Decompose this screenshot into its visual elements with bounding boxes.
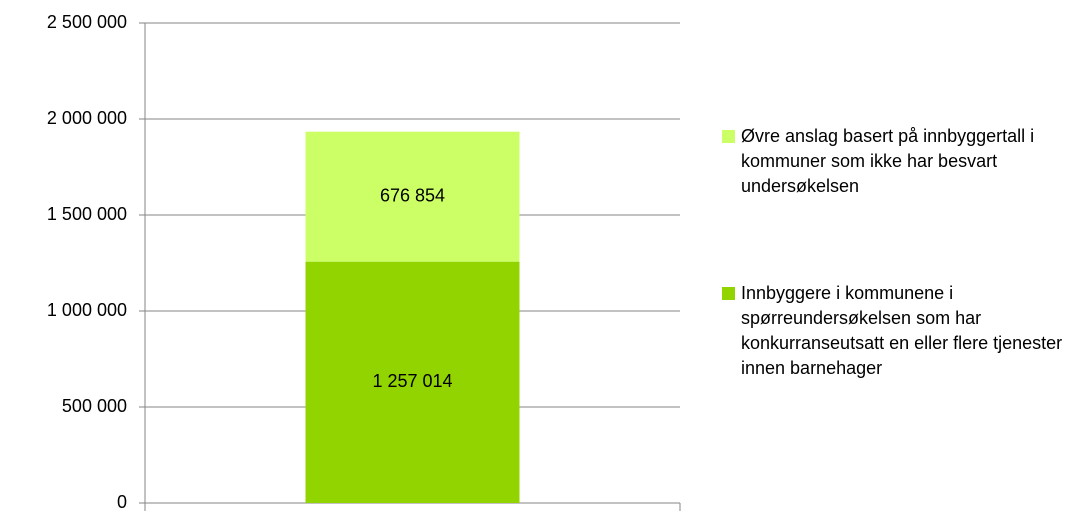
y-tick-label: 2 000 000: [47, 108, 127, 128]
legend-item: Øvre anslag basert på innbyggertall i ko…: [722, 124, 1067, 199]
y-tick-label: 2 500 000: [47, 12, 127, 32]
y-tick-label: 1 000 000: [47, 300, 127, 320]
legend-swatch: [722, 130, 735, 143]
y-tick-label: 500 000: [62, 396, 127, 416]
bar-segment: [305, 261, 520, 503]
legend-swatch: [722, 287, 735, 300]
y-tick-label: 0: [117, 492, 127, 511]
legend-item: Innbyggere i kommunene i spørreundersøke…: [722, 281, 1067, 381]
legend-label: Øvre anslag basert på innbyggertall i ko…: [741, 126, 1035, 196]
value-label: 1 257 014: [372, 371, 452, 391]
value-label: 676 854: [380, 185, 445, 205]
legend-label: Innbyggere i kommunene i spørreundersøke…: [741, 283, 1063, 378]
y-tick-label: 1 500 000: [47, 204, 127, 224]
bar-segment: [305, 131, 520, 262]
